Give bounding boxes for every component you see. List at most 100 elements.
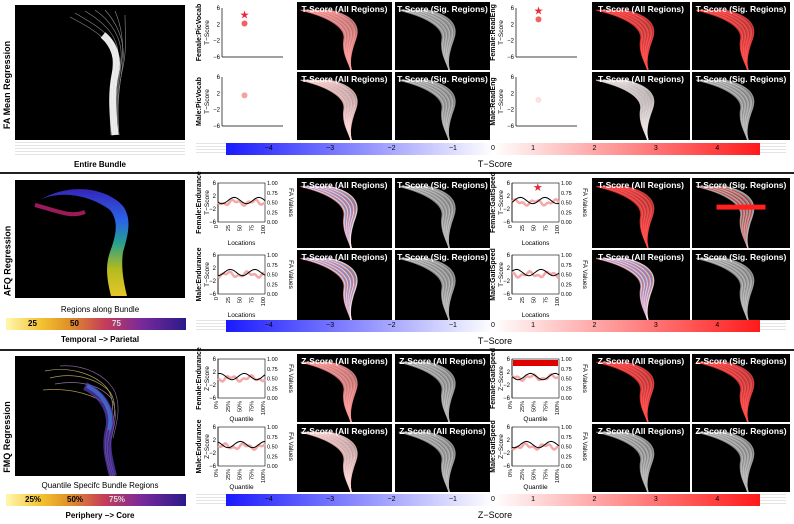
y2-tick-label: 0.75 (267, 367, 278, 373)
plot-group-label: Female:GaitSpeed (490, 172, 497, 233)
y2-axis-label: FA Values (287, 432, 294, 462)
plot-group-label: Male:GaitSpeed (490, 420, 497, 473)
x-tick-label: 0 (214, 225, 220, 228)
y-tick-label: 2 (511, 22, 515, 28)
x-tick-label: 100% (261, 469, 267, 483)
row1-colorbar-title: T−Score (477, 159, 513, 169)
row1-colorbar-gradient (226, 143, 760, 155)
row1-plot-female-readeng: Female:ReadEng T−Score 6 2 −2 −6 ★ (490, 4, 585, 63)
y-axis-label: T−Score (498, 262, 505, 287)
x-tick-label: 0 (214, 297, 220, 300)
row2-cbar-tick: 0 (491, 322, 495, 329)
tract-drawing (696, 431, 755, 492)
tract-drawing (596, 185, 655, 248)
y-tick-label: −6 (209, 396, 217, 402)
row3-scale-caption: Periphery −> Core (65, 511, 135, 520)
tract-drawing (300, 361, 358, 422)
row1-plot-male-picvocab: Male:PicVocab T−Score 6 2 −2 −6 (196, 74, 291, 132)
y2-tick-label: 0.25 (561, 454, 572, 460)
y2-tick-label: 0.00 (561, 292, 572, 298)
tract-streamline (724, 9, 755, 70)
row3-cbar-tick: −1 (448, 496, 457, 503)
y-tick-label: 2 (507, 438, 511, 444)
tract-streamline (624, 9, 655, 70)
tract-drawing (300, 257, 358, 320)
y-axis-label: T−Score (204, 89, 211, 114)
x-tick-label: 0% (508, 401, 514, 409)
x-tick-label: 25% (226, 401, 232, 412)
plot-frame (511, 358, 560, 399)
x-tick-label: 75 (249, 225, 255, 231)
x-axis-label: Quantile (229, 416, 254, 423)
x-tick-label: 25% (520, 469, 526, 480)
y2-tick-label: 0.75 (267, 435, 278, 441)
plot-group-label: Female:Endurance (196, 347, 203, 410)
tract-drawing (398, 361, 456, 422)
y-tick-label: 2 (217, 22, 221, 28)
tract-streamline (427, 9, 456, 70)
y-tick-label: −2 (209, 451, 217, 457)
row3-cbar-tick: 0 (491, 496, 495, 503)
row1-label: FA Mean Regression (2, 40, 13, 130)
x-tick-label: 100% (261, 401, 267, 415)
x-tick-label: 50% (532, 401, 538, 412)
y2-tick-label: 0.75 (267, 263, 278, 269)
tract-drawing (398, 79, 456, 140)
t-score-series (511, 441, 560, 451)
tract-streamline (624, 79, 655, 140)
tract-drawing (398, 9, 456, 70)
tract-drawing (398, 257, 456, 320)
tract-streamline (427, 79, 456, 140)
y-tick-label: −6 (503, 396, 511, 402)
x-tick-label: 75% (249, 401, 255, 412)
row2-cbar-tick: 3 (653, 322, 658, 329)
plot-svg: Male:ReadEng T−Score 6 2 −2 −6 (490, 75, 577, 130)
row2-scale-tick: 25 (28, 319, 37, 328)
row1-cbar-tick: 2 (592, 145, 597, 152)
row1-tile-top-2: T-Score (Sig. Regions) (395, 2, 490, 70)
row3-tile-bottom-3: Z-Score (All Regions) (592, 424, 690, 492)
y-tick-label: 6 (507, 253, 511, 259)
y-tick-label: −2 (209, 279, 217, 285)
y2-tick-label: 0.00 (267, 396, 278, 402)
x-axis-label: Quantile (229, 484, 254, 491)
y-tick-label: −6 (213, 55, 221, 61)
significant-region-band (716, 204, 766, 210)
fa-values-series (217, 269, 266, 277)
y-tick-label: 2 (507, 194, 511, 200)
row1-tile-bottom-1: T-Score (All Regions) (297, 72, 392, 140)
t-score-series (217, 442, 266, 452)
x-tick-label: 0% (214, 401, 220, 409)
tract-drawing (596, 79, 655, 140)
row3-scale-tick: 75% (109, 495, 126, 504)
t-score-series (511, 269, 560, 279)
y-tick-label: 2 (213, 266, 217, 272)
plot-group-label: Female:PicVocab (196, 4, 203, 61)
x-axis-label: Quantile (523, 416, 548, 423)
y2-axis-label: FA Values (581, 432, 588, 462)
row-separator-2 (0, 349, 794, 351)
y2-tick-label: 0.75 (561, 263, 572, 269)
y-tick-label: −6 (209, 464, 217, 470)
tract-drawing (596, 257, 655, 320)
plot-frame (511, 254, 560, 295)
y-tick-label: 2 (213, 194, 217, 200)
x-tick-label: 50 (532, 297, 538, 303)
x-tick-label: 50 (532, 225, 538, 231)
y-tick-label: 6 (217, 6, 221, 12)
plot-frame (217, 254, 266, 295)
y-tick-label: 6 (511, 75, 515, 81)
y2-tick-label: 0.25 (561, 386, 572, 392)
y2-tick-label: 0.50 (267, 201, 278, 207)
x-tick-label: 100 (555, 225, 561, 234)
fa-values-series (217, 196, 266, 205)
row3-colorbar: −4 −3 −2 −1 0 1 2 3 4 (226, 494, 760, 506)
row1-bundle-caption: Entire Bundle (73, 160, 126, 169)
fa-values-series (511, 372, 560, 381)
y-tick-label: −2 (503, 207, 511, 213)
y-tick-label: −6 (209, 292, 217, 298)
